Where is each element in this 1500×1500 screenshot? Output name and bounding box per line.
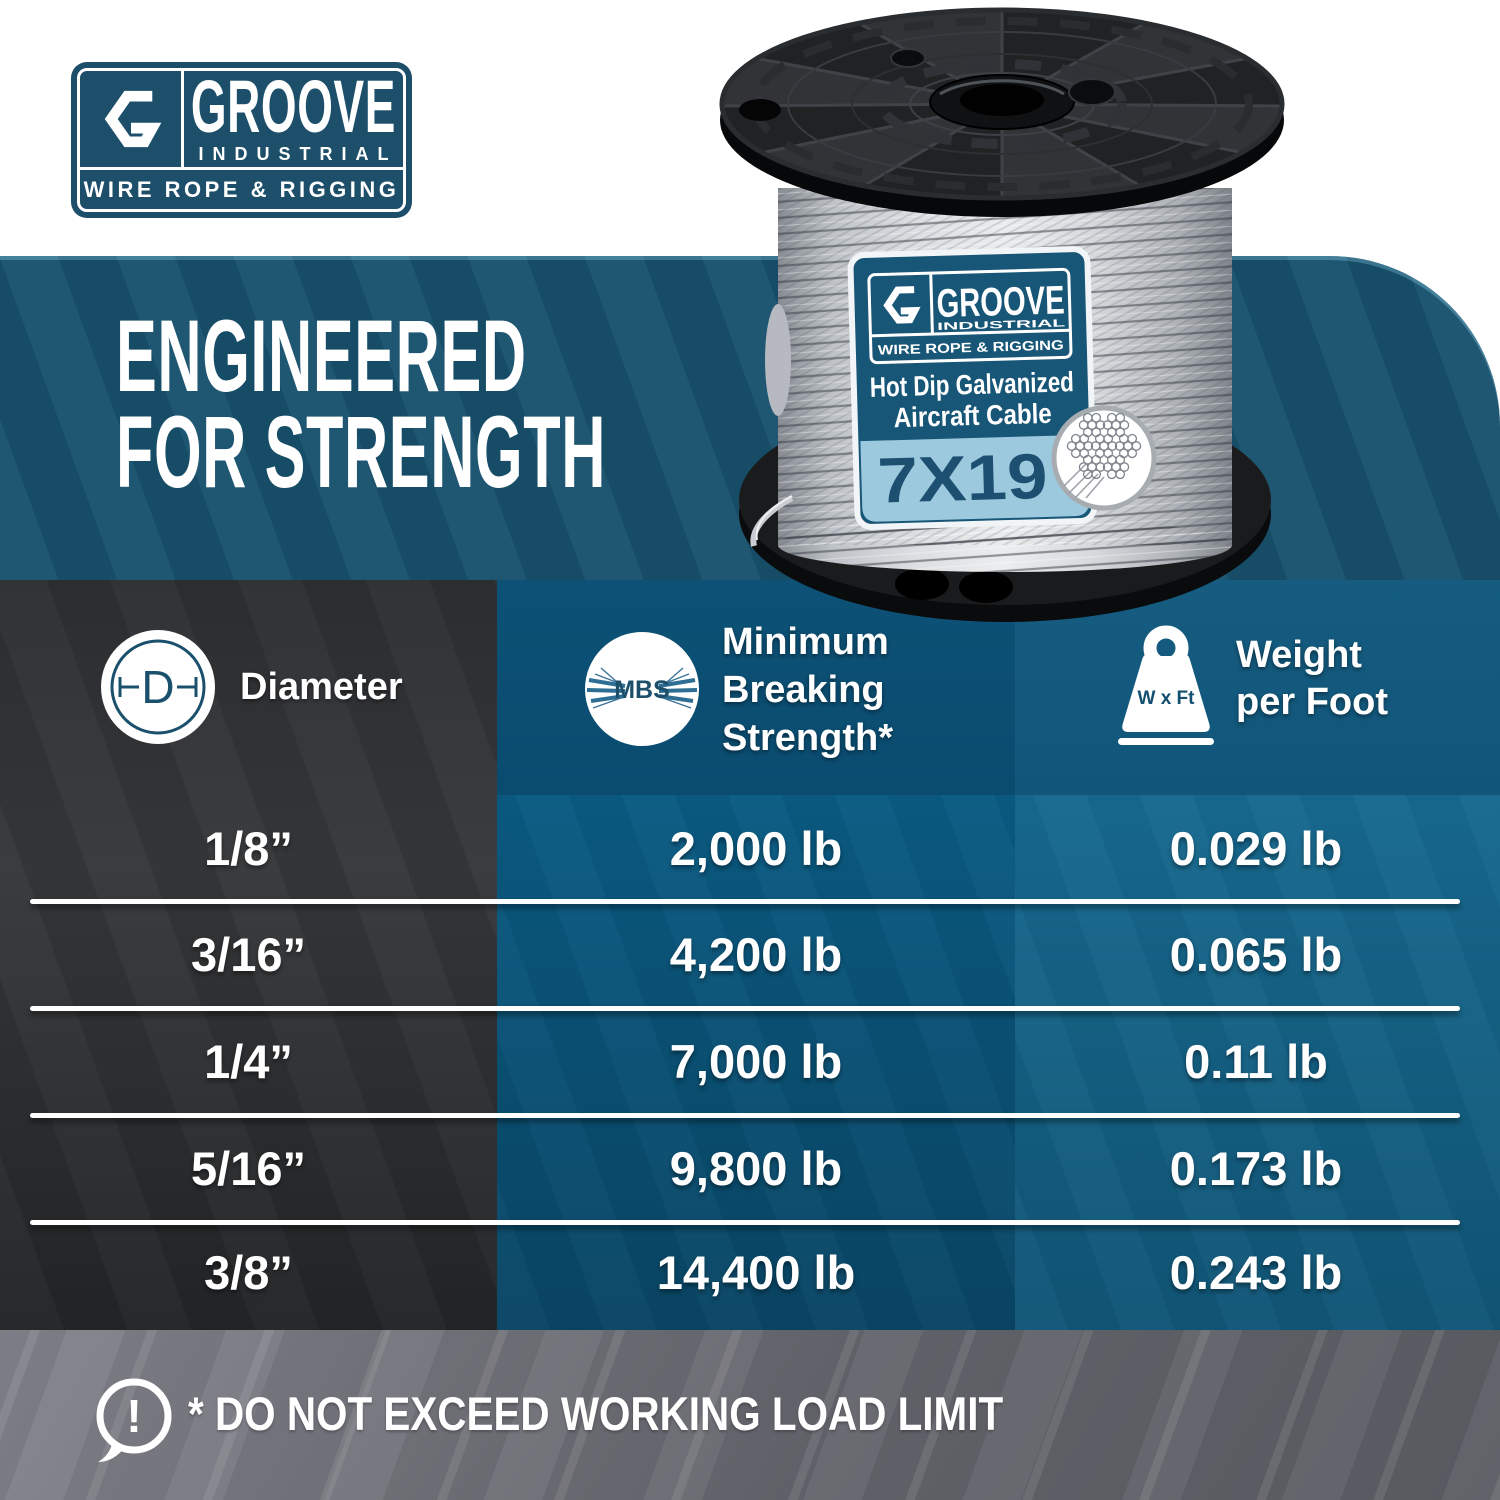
diameter-cell: 1/4”	[204, 1035, 293, 1088]
row-divider	[30, 1006, 1460, 1011]
diameter-cell: 5/16”	[191, 1142, 306, 1195]
diameter-header-label: Diameter	[240, 666, 403, 708]
mbs-cell: 7,000 lb	[669, 1035, 843, 1088]
label-construction: 7X19	[876, 440, 1048, 517]
mbs-cell: 14,400 lb	[656, 1246, 856, 1299]
brand-tagline-band: WIRE ROPE & RIGGING	[80, 167, 403, 209]
weight-cell: 0.065 lb	[1169, 928, 1343, 981]
table-row: 3/16” 4,200 lb 0.065 lb	[0, 922, 1500, 988]
weight-cell: 0.173 lb	[1169, 1142, 1343, 1195]
mbs-header-line3: Strength*	[722, 717, 893, 759]
hero-panel	[0, 256, 1500, 580]
table-row: 1/4” 7,000 lb 0.11 lb	[0, 1029, 1500, 1095]
label-brand-tagline: WIRE ROPE & RIGGING	[878, 337, 1064, 357]
label-brand-name: GROOVE	[936, 278, 1065, 326]
weight-cell: 0.11 lb	[1184, 1035, 1328, 1088]
brand-name: GROOVE	[190, 71, 397, 148]
weight-column-background	[1015, 795, 1500, 1330]
mbs-cell: 9,800 lb	[669, 1142, 843, 1195]
mbs-cell: 4,200 lb	[669, 928, 843, 981]
mbs-icon-text: MBS	[614, 676, 670, 704]
weight-cell: 0.029 lb	[1169, 822, 1343, 875]
table-row: 5/16” 9,800 lb 0.173 lb	[0, 1136, 1500, 1202]
warning-icon-mark: !	[126, 1390, 141, 1442]
table-row: 1/8” 2,000 lb 0.029 lb	[0, 816, 1500, 882]
spool-top-flange	[719, 7, 1285, 217]
label-product-line1: Hot Dip Galvanized	[869, 366, 1074, 403]
hero-headline-line2: FOR STRENGTH	[116, 395, 606, 509]
label-brand-sub: INDUSTRIAL	[937, 317, 1066, 333]
weight-icon-text: W x Ft	[1138, 688, 1196, 709]
row-divider	[30, 1220, 1460, 1225]
row-divider	[30, 899, 1460, 904]
diameter-icon: D	[101, 630, 215, 744]
label-product-line2: Aircraft Cable	[893, 398, 1052, 433]
g-mark-icon	[93, 81, 169, 157]
spool-product-label: GROOVE INDUSTRIAL WIRE ROPE & RIGGING Ho…	[847, 246, 1098, 530]
diameter-column-background	[0, 580, 497, 1330]
mbs-header-line2: Breaking	[722, 669, 885, 711]
brand-logo: GROOVE INDUSTRIAL WIRE ROPE & RIGGING	[71, 62, 412, 218]
hero-headline: ENGINEERED FOR STRENGTH	[116, 299, 933, 509]
row-divider	[30, 1113, 1460, 1118]
warning-text: * DO NOT EXCEED WORKING LOAD LIMIT	[188, 1387, 1004, 1440]
brand-sub: INDUSTRIAL	[198, 144, 398, 165]
diameter-cell: 3/8”	[204, 1246, 293, 1299]
table-row: 3/8” 14,400 lb 0.243 lb	[0, 1240, 1500, 1306]
cable-cross-section-icon	[1051, 405, 1157, 511]
warning-icon: !	[96, 1378, 172, 1462]
weight-header-line1: Weight	[1236, 634, 1362, 676]
weight-icon: W x Ft	[1118, 625, 1214, 745]
cable-spool-image: GROOVE INDUSTRIAL WIRE ROPE & RIGGING Ho…	[719, 7, 1285, 622]
weight-header-background	[1015, 580, 1500, 795]
label-logo-frame	[867, 267, 1073, 365]
hero-headline-line1: ENGINEERED	[116, 299, 527, 413]
g-mark-cell	[80, 71, 184, 167]
brand-name-cell: GROOVE INDUSTRIAL	[184, 71, 403, 167]
footer-band	[0, 1330, 1500, 1500]
weight-cell: 0.243 lb	[1169, 1246, 1343, 1299]
mbs-column-background	[497, 795, 1015, 1330]
mbs-header-line1: Minimum	[722, 621, 889, 663]
brand-tagline: WIRE ROPE & RIGGING	[83, 176, 400, 202]
brand-logo-frame: GROOVE INDUSTRIAL WIRE ROPE & RIGGING	[77, 68, 406, 212]
mbs-cell: 2,000 lb	[669, 822, 843, 875]
diameter-icon-letter: D	[141, 661, 174, 713]
weight-header-line2: per Foot	[1236, 681, 1388, 723]
mbs-icon: MBS	[585, 632, 699, 746]
diameter-cell: 3/16”	[191, 928, 306, 981]
diameter-cell: 1/8”	[204, 822, 293, 875]
